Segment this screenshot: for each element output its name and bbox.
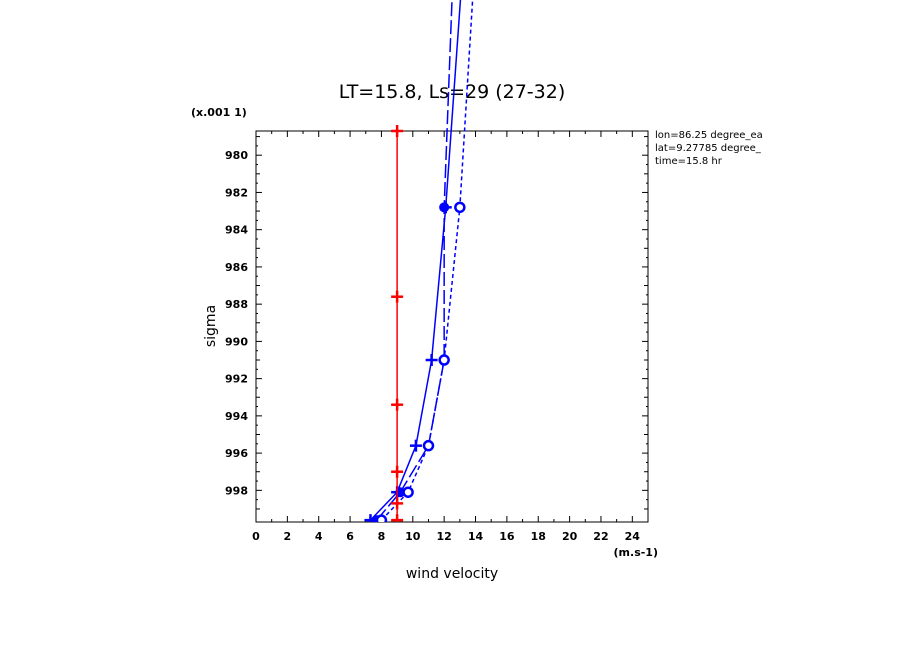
series-line bbox=[369, 0, 462, 521]
y-tick-label: 982 bbox=[225, 186, 248, 199]
data-point bbox=[409, 439, 422, 452]
info-lat: lat=9.27785 degree_ bbox=[655, 143, 762, 154]
data-point bbox=[402, 486, 414, 498]
series-3 bbox=[391, 125, 404, 522]
data-point bbox=[438, 354, 450, 366]
x-tick-label: 20 bbox=[562, 530, 578, 543]
plot-frame bbox=[255, 130, 649, 523]
data-point bbox=[391, 465, 404, 478]
x-tick-label: 0 bbox=[252, 530, 260, 543]
series-line bbox=[376, 0, 453, 521]
series-layer bbox=[364, 0, 474, 522]
y-tick-label: 988 bbox=[225, 298, 248, 311]
data-point bbox=[391, 514, 404, 522]
data-point bbox=[375, 514, 388, 522]
info-time: time=15.8 hr bbox=[655, 156, 723, 167]
data-point bbox=[454, 201, 466, 214]
y-axis-label: sigma bbox=[203, 305, 219, 347]
x-unit-label: (m.s-1) bbox=[614, 546, 658, 559]
series-0 bbox=[364, 0, 462, 522]
series-line bbox=[380, 0, 474, 521]
data-point bbox=[391, 125, 404, 137]
x-tick-label: 22 bbox=[593, 530, 608, 543]
data-point bbox=[391, 398, 404, 411]
y-tick-label: 990 bbox=[225, 335, 248, 348]
y-tick-label: 980 bbox=[225, 149, 248, 162]
data-point bbox=[422, 439, 435, 452]
x-tick-label: 4 bbox=[315, 530, 323, 543]
x-tick-label: 14 bbox=[468, 530, 484, 543]
y-tick-label: 996 bbox=[225, 447, 248, 460]
series-2 bbox=[375, 0, 474, 522]
data-point bbox=[425, 354, 438, 367]
x-tick-label: 12 bbox=[437, 530, 452, 543]
x-tick-label: 16 bbox=[499, 530, 515, 543]
y-tick-label: 994 bbox=[225, 410, 248, 423]
x-tick-label: 8 bbox=[378, 530, 386, 543]
info-lon: lon=86.25 degree_ea bbox=[655, 130, 763, 141]
data-point bbox=[391, 290, 404, 303]
x-axis-label: wind velocity bbox=[406, 566, 498, 582]
chart-title: LT=15.8, Ls=29 (27-32) bbox=[339, 81, 566, 103]
x-tick-label: 24 bbox=[625, 530, 641, 543]
x-tick-label: 6 bbox=[346, 530, 354, 543]
x-tick-label: 2 bbox=[284, 530, 292, 543]
x-tick-label: 10 bbox=[405, 530, 421, 543]
data-point bbox=[439, 202, 450, 213]
y-unit-label: (x.001 1) bbox=[191, 106, 247, 119]
y-tick-label: 992 bbox=[225, 373, 248, 386]
y-tick-label: 984 bbox=[225, 224, 248, 237]
axes: 0 2 4 6 8 10 12 14 16 18 20 22 249809829849869889909… bbox=[225, 130, 649, 543]
x-tick-label: 18 bbox=[531, 530, 546, 543]
y-tick-label: 986 bbox=[225, 261, 248, 274]
y-tick-label: 998 bbox=[225, 484, 248, 497]
data-point bbox=[391, 497, 404, 510]
